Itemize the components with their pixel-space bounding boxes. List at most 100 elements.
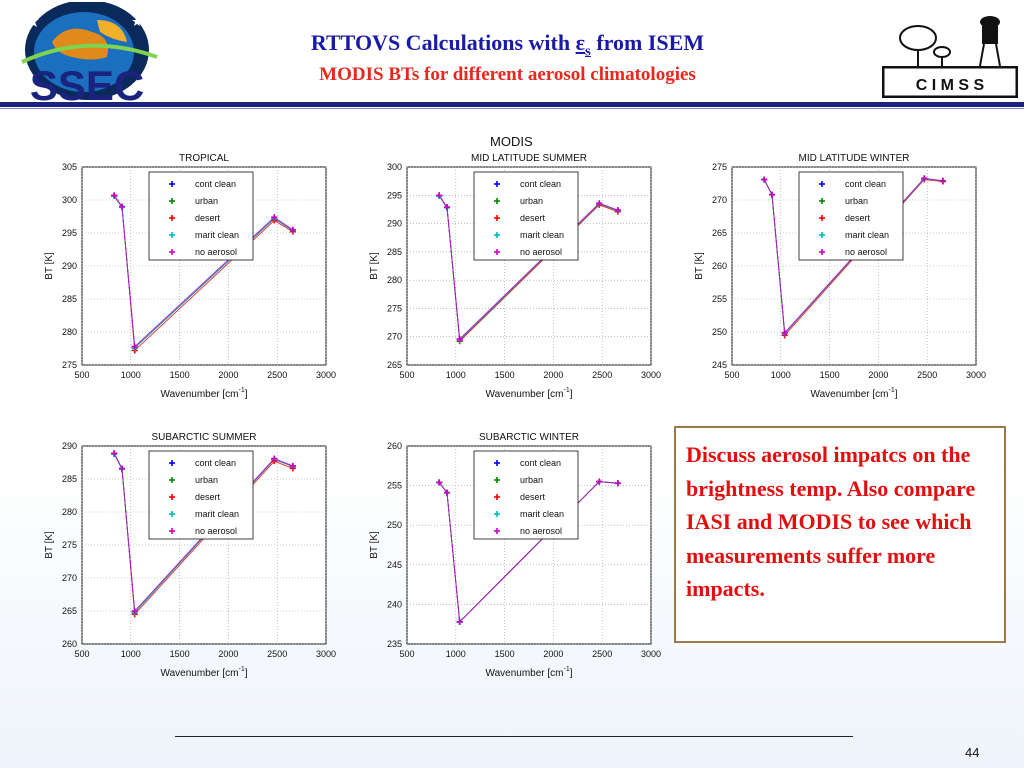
title-suffix: from ISEM: [590, 30, 705, 55]
chart-title: MID LATITUDE WINTER: [799, 153, 910, 164]
x-tick-label: 500: [399, 649, 414, 659]
title-subscript: s: [585, 43, 591, 60]
x-tick-label: 3000: [641, 649, 661, 659]
legend-label: marit clean: [195, 230, 239, 240]
legend-label: urban: [520, 475, 543, 485]
legend-label: no aerosol: [520, 526, 562, 536]
x-axis-label-sup: -1: [888, 387, 894, 394]
x-tick-label: 1000: [121, 649, 141, 659]
y-tick-label: 280: [387, 275, 402, 285]
chart-mid-latitude-summer: MID LATITUDE SUMMER 500 1000 1500 2000 2500 30…: [369, 153, 661, 400]
page-title: RTTOVS Calculations with εs from ISEM: [175, 30, 840, 60]
chart-mid-latitude-winter: MID LATITUDE WINTER 500 1000 1500 2000 2500 30…: [694, 153, 986, 400]
y-tick-label: 255: [387, 481, 402, 491]
y-tick-label: 290: [62, 261, 77, 271]
y-tick-label: 235: [387, 639, 402, 649]
cimss-logo-text: C I M S S: [916, 77, 985, 94]
y-tick-label: 255: [712, 294, 727, 304]
data-point-no-aerosol: [111, 192, 118, 199]
data-point-no-aerosol: [436, 479, 443, 486]
y-tick-label: 295: [62, 228, 77, 238]
x-axis-label-sup: -1: [563, 666, 569, 673]
legend-marker-desert: [819, 215, 825, 221]
y-tick-label: 270: [712, 195, 727, 205]
ssec-logo-text: SSEC: [30, 62, 144, 102]
x-axis-label-end: ]: [245, 668, 248, 679]
legend-marker-cont-clean: [494, 181, 500, 187]
data-point-no-aerosol: [119, 465, 126, 472]
data-point-no-aerosol: [444, 204, 451, 211]
x-tick-label: 500: [399, 370, 414, 380]
y-tick-label: 305: [62, 162, 77, 172]
legend-marker-no-aerosol: [494, 528, 500, 534]
legend-marker-desert: [494, 494, 500, 500]
y-tick-label: 285: [62, 474, 77, 484]
legend-label: desert: [520, 492, 546, 502]
legend-marker-cont-clean: [169, 460, 175, 466]
x-tick-label: 1000: [446, 649, 466, 659]
x-axis-label: Wavenumber [cm-1]: [811, 387, 898, 400]
y-tick-label: 260: [387, 441, 402, 451]
footer-rule: [175, 736, 853, 737]
data-point-no-aerosol: [761, 176, 768, 183]
data-point-no-aerosol: [939, 177, 946, 184]
title-prefix: RTTOVS Calculations with: [310, 30, 576, 55]
legend-marker-cont-clean: [494, 460, 500, 466]
x-axis-label-sup: -1: [238, 387, 244, 394]
x-tick-label: 1500: [170, 370, 190, 380]
y-tick-label: 245: [712, 360, 727, 370]
legend-marker-no-aerosol: [819, 249, 825, 255]
x-tick-label: 2000: [218, 370, 238, 380]
legend-label: cont clean: [520, 458, 561, 468]
legend-box: [148, 450, 254, 540]
legend-marker-desert: [169, 494, 175, 500]
x-axis-label: Wavenumber [cm-1]: [161, 387, 248, 400]
legend-label: no aerosol: [195, 526, 237, 536]
header-rule: [0, 102, 1024, 107]
x-axis-label: Wavenumber [cm-1]: [486, 666, 573, 679]
legend-marker-marit-clean: [494, 232, 500, 238]
data-point-no-aerosol: [769, 191, 776, 198]
legend-marker-marit-clean: [169, 511, 175, 517]
x-axis-label-text: Wavenumber [cm: [811, 389, 889, 400]
x-tick-label: 3000: [966, 370, 986, 380]
legend-label: no aerosol: [520, 247, 562, 257]
legend-label: marit clean: [845, 230, 889, 240]
legend-marker-urban: [494, 477, 500, 483]
y-tick-label: 240: [387, 599, 402, 609]
legend-label: cont clean: [195, 179, 236, 189]
data-point-no-aerosol: [614, 480, 621, 487]
legend-marker-no-aerosol: [169, 528, 175, 534]
x-tick-label: 1500: [495, 370, 515, 380]
y-tick-label: 280: [62, 507, 77, 517]
chart-tropical: TROPICAL 500 1000 1500 2000 2500 3000 275 280 285…: [44, 153, 336, 400]
y-tick-label: 270: [387, 332, 402, 342]
x-tick-label: 1500: [495, 649, 515, 659]
legend-label: desert: [520, 213, 546, 223]
title-epsilon: ε: [575, 30, 585, 55]
x-tick-label: 2000: [543, 649, 563, 659]
legend-label: urban: [195, 196, 218, 206]
y-tick-label: 270: [62, 573, 77, 583]
y-tick-label: 300: [62, 195, 77, 205]
x-axis-label-sup: -1: [238, 666, 244, 673]
chart-title: SUBARCTIC WINTER: [479, 432, 579, 443]
y-tick-label: 300: [387, 162, 402, 172]
data-point-no-aerosol: [271, 455, 278, 462]
data-point-no-aerosol: [119, 203, 126, 210]
x-tick-label: 1000: [771, 370, 791, 380]
page-subtitle: MODIS BTs for different aerosol climatol…: [319, 64, 696, 85]
data-point-no-aerosol: [596, 478, 603, 485]
chart-title: MID LATITUDE SUMMER: [471, 153, 587, 164]
legend-box: [473, 450, 579, 540]
legend-marker-desert: [169, 215, 175, 221]
x-tick-label: 2000: [868, 370, 888, 380]
y-tick-label: 275: [387, 303, 402, 313]
legend-marker-marit-clean: [169, 232, 175, 238]
legend-label: cont clean: [845, 179, 886, 189]
discussion-note: Discuss aerosol impatcs on the brightnes…: [674, 426, 1006, 643]
legend-label: no aerosol: [845, 247, 887, 257]
y-axis-label: BT [K]: [369, 531, 380, 559]
x-axis-label-end: ]: [570, 668, 573, 679]
x-tick-label: 2000: [218, 649, 238, 659]
